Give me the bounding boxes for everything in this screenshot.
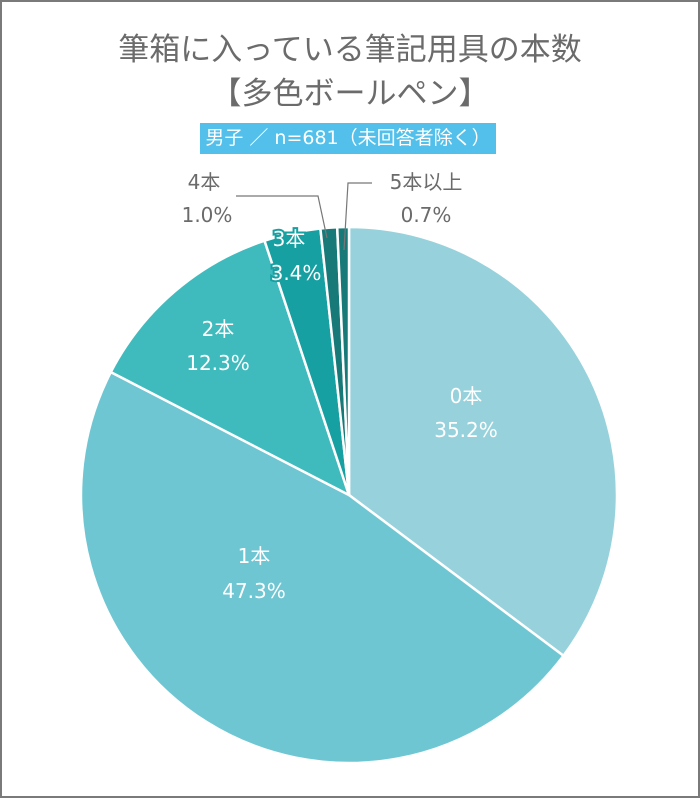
leader-line-4 <box>236 195 328 239</box>
label-4-name: 4本 <box>188 170 221 194</box>
pie-slices <box>79 225 619 765</box>
pie-slice-2 <box>109 239 351 497</box>
pie-slice-0 <box>347 225 619 657</box>
label-3-name: 3本 <box>273 227 306 251</box>
chart-title: 筆箱に入っている筆記用具の本数 <box>118 32 582 68</box>
label-3-pct: 3.4% <box>271 261 322 285</box>
sample-badge: 男子 ／ n=681（未回答者除く） <box>200 123 496 154</box>
chart-subtitle-category: 【多色ボールペン】 <box>210 76 490 112</box>
label-4-pct: 1.0% <box>182 203 233 227</box>
label-2-pct: 12.3% <box>186 351 250 375</box>
label-0-name: 0本 <box>450 384 483 408</box>
label-1-pct: 47.3% <box>222 579 286 603</box>
label-5-pct: 0.7% <box>401 203 452 227</box>
label-1-name: 1本 <box>238 544 271 568</box>
pie-slice-5 <box>335 225 351 497</box>
label-0-pct: 35.2% <box>434 418 498 442</box>
pie-slice-1 <box>79 370 565 765</box>
leader-line-5 <box>343 182 372 251</box>
label-2-name: 2本 <box>202 317 235 341</box>
label-5-name: 5本以上 <box>390 170 463 194</box>
